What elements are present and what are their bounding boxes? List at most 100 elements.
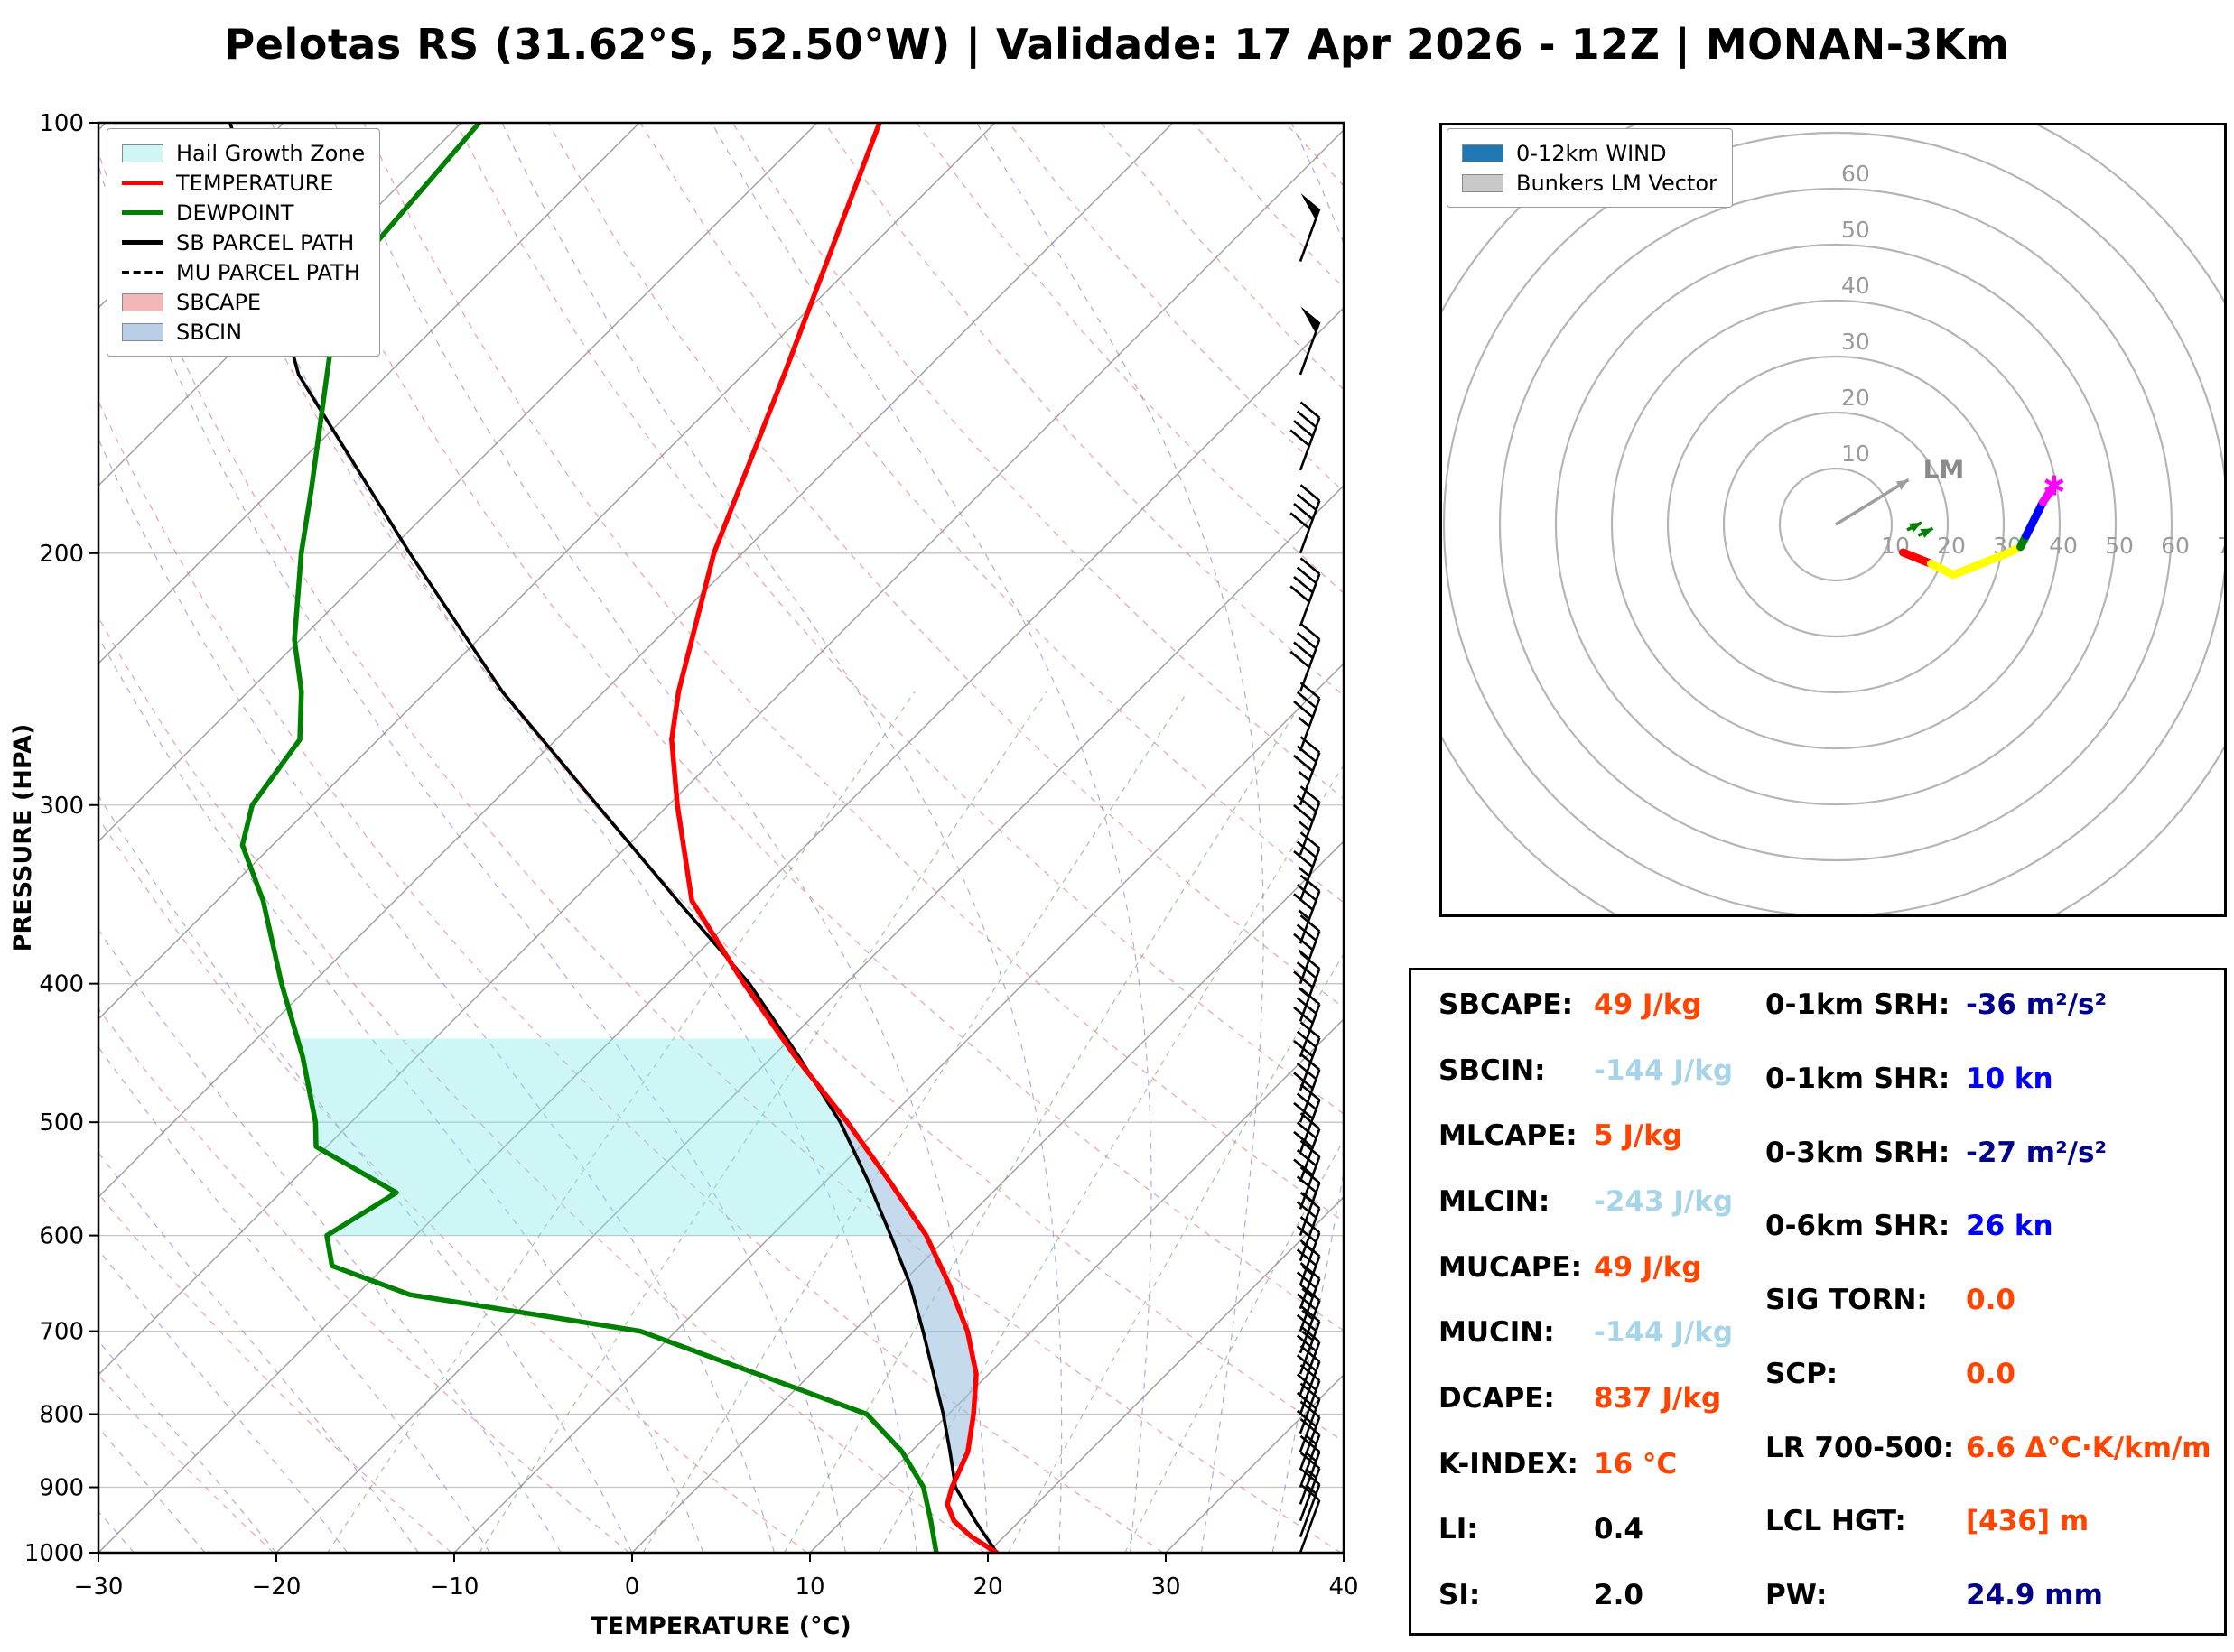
index-row-dcape: DCAPE: 837 J/kg (1438, 1382, 1755, 1418)
svg-text:10: 10 (795, 1573, 824, 1601)
index-value: 49 J/kg (1594, 1250, 1702, 1284)
indices-column-left: SBCAPE: 49 J/kg SBCIN: -144 J/kg MLCAPE: 5 J/… (1438, 988, 1755, 1615)
svg-text:50: 50 (2105, 533, 2134, 559)
index-row-li: LI: 0.4 (1438, 1513, 1755, 1549)
index-value: -27 m²/s² (1966, 1136, 2108, 1169)
index-label: SIG TORN: (1765, 1284, 1928, 1316)
index-row-sbcin: SBCIN: -144 J/kg (1438, 1054, 1755, 1091)
index-label: MUCIN: (1438, 1316, 1555, 1350)
index-label: SCP: (1765, 1357, 1838, 1390)
svg-text:1000: 1000 (24, 1540, 84, 1567)
index-row-scp: SCP: 0.0 (1765, 1358, 2221, 1394)
index-row-pw: PW: 24.9 mm (1765, 1579, 2221, 1615)
svg-text:300: 300 (39, 793, 84, 820)
svg-text:20: 20 (1841, 385, 1870, 411)
index-row-mlcin: MLCIN: -243 J/kg (1438, 1185, 1755, 1221)
svg-text:70: 70 (1841, 123, 1870, 131)
index-value: 5 J/kg (1594, 1119, 1683, 1153)
index-label: 0-1km SHR: (1765, 1062, 1950, 1095)
index-row-0-3km-srh: 0-3km SRH: -27 m²/s² (1765, 1137, 2221, 1173)
svg-text:20: 20 (1937, 533, 1966, 559)
legend-item: SBCIN (122, 317, 365, 347)
legend-label: MU PARCEL PATH (176, 259, 360, 285)
svg-text:30: 30 (1150, 1573, 1180, 1601)
index-label: SBCAPE: (1438, 988, 1573, 1021)
legend-label: SBCIN (176, 319, 243, 345)
svg-text:500: 500 (39, 1109, 84, 1137)
index-value: 16 °C (1594, 1447, 1678, 1480)
svg-text:400: 400 (39, 971, 84, 998)
index-value: 2.0 (1594, 1578, 1643, 1611)
index-value: 0.0 (1966, 1284, 2015, 1316)
index-row-mucape: MUCAPE: 49 J/kg (1438, 1251, 1755, 1287)
index-label: K-INDEX: (1438, 1447, 1578, 1480)
legend-item: SBCAPE (122, 287, 365, 317)
index-row-mlcape: MLCAPE: 5 J/kg (1438, 1119, 1755, 1155)
index-value: 24.9 mm (1966, 1579, 2103, 1611)
page-title: Pelotas RS (31.62°S, 52.50°W) | Validade… (224, 20, 2010, 69)
svg-text:60: 60 (1841, 161, 1870, 187)
index-row-si: SI: 2.0 (1438, 1579, 1755, 1615)
legend-label: DEWPOINT (176, 200, 294, 226)
index-row-mucin: MUCIN: -144 J/kg (1438, 1316, 1755, 1352)
svg-text:−30: −30 (74, 1573, 124, 1601)
legend-item: Hail Growth Zone (122, 138, 365, 168)
index-label: LI: (1438, 1513, 1478, 1546)
index-row-sig-torn: SIG TORN: 0.0 (1765, 1284, 2221, 1320)
index-row-sbcape: SBCAPE: 49 J/kg (1438, 988, 1755, 1025)
index-value: [436] m (1966, 1505, 2090, 1538)
svg-text:30: 30 (1841, 329, 1870, 355)
index-label: PW: (1765, 1579, 1828, 1611)
index-row-k-index: K-INDEX: 16 °C (1438, 1448, 1755, 1484)
legend-swatch (122, 292, 163, 311)
legend-label: SBCAPE (176, 289, 262, 315)
index-value: -36 m²/s² (1966, 988, 2108, 1021)
legend-label: SB PARCEL PATH (176, 229, 355, 255)
index-label: MLCIN: (1438, 1184, 1550, 1218)
legend-swatch (122, 270, 163, 274)
svg-text:700: 700 (39, 1319, 84, 1346)
legend-item: SB PARCEL PATH (122, 227, 365, 257)
index-row-0-6km-shr: 0-6km SHR: 26 kn (1765, 1210, 2221, 1246)
skewt-legend: Hail Growth Zone TEMPERATURE DEWPOINT SB PA… (107, 128, 381, 357)
svg-text:40: 40 (2049, 533, 2078, 559)
svg-text:800: 800 (39, 1401, 84, 1428)
legend-swatch (122, 144, 163, 162)
index-label: LCL HGT: (1765, 1505, 1906, 1538)
index-value: -144 J/kg (1594, 1053, 1734, 1087)
svg-text:600: 600 (39, 1223, 84, 1250)
svg-text:50: 50 (1841, 217, 1870, 243)
svg-text:60: 60 (2161, 533, 2190, 559)
indices-table: SBCAPE: 49 J/kg SBCIN: -144 J/kg MLCAPE: 5 J/… (1409, 968, 2227, 1636)
index-label: SI: (1438, 1578, 1481, 1611)
svg-text:900: 900 (39, 1475, 84, 1502)
legend-label: 0-12km WIND (1516, 140, 1667, 166)
legend-item: 0-12km WIND (1462, 138, 1717, 168)
index-row-lcl-hgt: LCL HGT: [436] m (1765, 1505, 2221, 1541)
hodograph-legend: 0-12km WIND Bunkers LM Vector (1447, 128, 1733, 208)
index-value: 49 J/kg (1594, 988, 1702, 1021)
index-label: DCAPE: (1438, 1381, 1555, 1415)
legend-label: Bunkers LM Vector (1516, 170, 1717, 196)
index-label: 0-3km SRH: (1765, 1136, 1950, 1169)
index-row-lr-700-500: LR 700-500: 6.6 Δ°C·K/km/m (1765, 1432, 2221, 1468)
legend-swatch (1462, 173, 1503, 192)
svg-text:200: 200 (39, 541, 84, 568)
legend-swatch (122, 240, 163, 245)
hodograph: 1010202030304040505060607070LM (1439, 123, 2227, 917)
legend-label: Hail Growth Zone (176, 140, 366, 166)
svg-text:100: 100 (39, 110, 84, 137)
index-label: LR 700-500: (1765, 1431, 1955, 1464)
index-value: -144 J/kg (1594, 1316, 1734, 1350)
svg-text:40: 40 (1328, 1573, 1358, 1601)
svg-text:LM: LM (1923, 454, 1965, 484)
index-value: 0.0 (1966, 1357, 2015, 1390)
svg-text:0: 0 (625, 1573, 640, 1601)
svg-text:40: 40 (1841, 273, 1870, 299)
index-value: 10 kn (1966, 1062, 2053, 1095)
index-row-0-1km-srh: 0-1km SRH: -36 m²/s² (1765, 988, 2221, 1025)
index-label: 0-1km SRH: (1765, 988, 1950, 1021)
index-label: SBCIN: (1438, 1053, 1546, 1087)
indices-column-right: 0-1km SRH: -36 m²/s² 0-1km SHR: 10 kn 0-3km … (1765, 988, 2221, 1615)
legend-label: TEMPERATURE (176, 170, 334, 196)
